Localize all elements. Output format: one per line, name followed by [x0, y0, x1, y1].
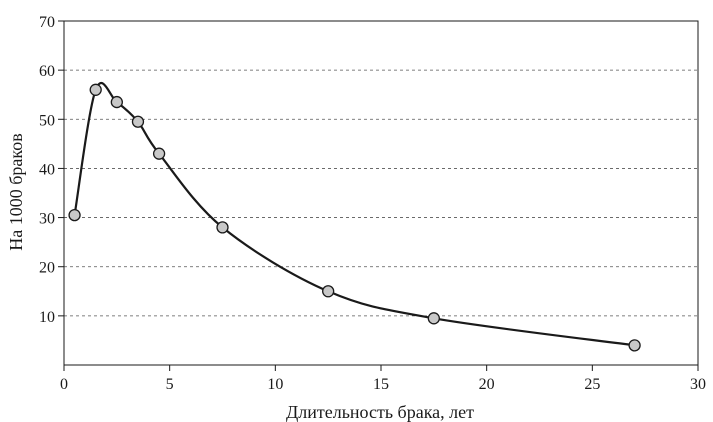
y-tick-label: 30	[39, 211, 55, 228]
x-tick-label: 25	[584, 376, 600, 393]
data-point	[152, 147, 166, 160]
axis-ticks: 10 20 30 40 50 60 70 0 5 10 15 20 25 30	[39, 14, 706, 393]
series-markers	[68, 83, 641, 352]
y-tick-label: 50	[39, 112, 55, 129]
x-tick-label: 5	[166, 376, 174, 393]
y-tick-label: 40	[39, 161, 55, 178]
y-tick-label: 70	[39, 14, 55, 31]
series-curve	[73, 81, 635, 347]
y-axis-title: На 1000 браков	[6, 133, 26, 250]
data-point	[131, 115, 145, 128]
plot-area-frame	[63, 20, 699, 366]
data-point	[110, 95, 123, 109]
x-tick-label: 30	[690, 376, 706, 393]
y-tick-label: 20	[39, 260, 55, 277]
data-point	[216, 221, 229, 234]
data-point	[89, 83, 102, 96]
data-point	[322, 285, 335, 298]
x-tick-label: 0	[60, 376, 68, 393]
x-tick-label: 20	[479, 376, 495, 393]
x-axis-title: Длительность брака, лет	[286, 402, 474, 422]
grid-lines	[64, 69, 698, 317]
x-tick-label: 15	[373, 376, 389, 393]
data-point	[68, 208, 81, 222]
y-tick-label: 60	[39, 63, 55, 80]
y-tick-label: 10	[39, 309, 55, 326]
data-point	[628, 339, 641, 352]
x-tick-label: 10	[267, 376, 283, 393]
data-point	[427, 312, 440, 325]
